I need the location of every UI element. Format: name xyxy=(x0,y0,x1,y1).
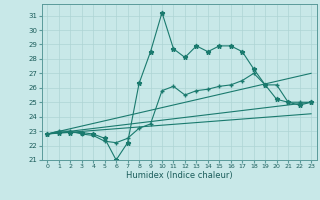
X-axis label: Humidex (Indice chaleur): Humidex (Indice chaleur) xyxy=(126,171,233,180)
